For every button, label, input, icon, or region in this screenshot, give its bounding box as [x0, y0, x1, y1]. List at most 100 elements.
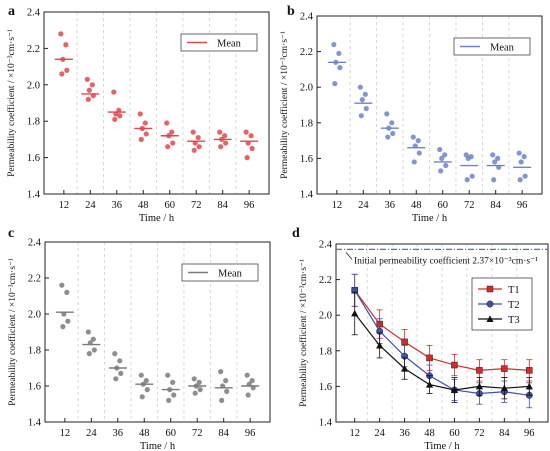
x-tick-label: 48: [139, 428, 150, 439]
data-point: [219, 136, 225, 142]
data-point: [112, 351, 118, 357]
x-tick-label: 96: [245, 428, 256, 439]
data-point: [400, 365, 409, 372]
legend-label: T3: [508, 315, 520, 326]
data-point: [243, 129, 249, 135]
x-axis-title: Time / h: [412, 213, 448, 224]
y-tick-label: 1.4: [27, 190, 41, 201]
y-tick-label: 1.4: [28, 418, 42, 429]
x-tick-label: 84: [490, 200, 501, 211]
legend-box: [453, 37, 531, 56]
y-axis-title: Permeability coefficient / ×10⁻³cm·s⁻¹: [7, 258, 18, 406]
data-point: [492, 159, 498, 165]
data-point: [91, 347, 97, 353]
data-point: [516, 150, 522, 156]
data-point: [437, 146, 443, 153]
data-point: [332, 81, 338, 87]
x-tick-label: 24: [358, 200, 369, 211]
legend-label: T2: [508, 300, 520, 311]
data-point: [65, 318, 71, 324]
data-point: [58, 31, 64, 37]
legend-marker: [486, 300, 494, 308]
x-tick-label: 72: [192, 428, 203, 439]
data-point: [219, 397, 225, 403]
x-tick-label: 84: [218, 428, 229, 439]
data-point: [60, 324, 66, 330]
data-point: [142, 120, 148, 126]
data-point: [491, 177, 497, 183]
data-point: [496, 164, 502, 170]
data-point: [426, 354, 433, 362]
data-point: [521, 154, 527, 160]
data-point: [246, 381, 252, 387]
y-tick-label: 1.6: [300, 154, 313, 165]
data-point: [59, 282, 65, 288]
reference-arrow: [345, 252, 353, 260]
data-point: [166, 397, 172, 403]
x-tick-label: 36: [385, 200, 396, 211]
data-point: [90, 336, 96, 342]
data-point: [501, 365, 508, 372]
y-tick-label: 2.0: [319, 311, 332, 322]
series-line: [354, 289, 530, 396]
data-point: [217, 129, 223, 135]
panel-b: 1.4 1.6 1.8 2.0 2.2 2.4 12 24 36 48 60 72 84 96 Time /…: [279, 4, 543, 224]
legend-label: T1: [508, 285, 520, 296]
x-tick-label: 72: [474, 428, 485, 439]
panel-c: 1.4 1.6 1.8 2.0 2.2 2.4 12 24 36 48 60 72 84 96 Time /…: [7, 226, 271, 451]
legend-label: Mean: [217, 39, 242, 50]
x-tick-label: 36: [112, 200, 123, 211]
legend-marker: [486, 285, 494, 293]
data-point: [439, 155, 445, 161]
data-point: [465, 155, 471, 161]
data-point: [63, 42, 69, 48]
series-line: [354, 313, 530, 391]
data-point: [476, 367, 483, 374]
data-point: [495, 155, 501, 161]
y-tick-label: 2.4: [28, 238, 42, 249]
data-point: [359, 97, 365, 103]
data-point: [376, 341, 384, 349]
data-point: [61, 311, 67, 317]
x-tick-label: 24: [85, 200, 96, 211]
data-point: [114, 365, 120, 371]
x-tick-label: 84: [499, 428, 510, 439]
reference-line-label: Initial permeability coefficient 2.37×10…: [354, 255, 538, 266]
y-tick-label: 1.8: [28, 346, 41, 357]
data-point: [85, 329, 91, 335]
data-point: [224, 388, 230, 394]
data-point: [117, 358, 123, 364]
panel-a: 1.4 1.6 1.8 2.0 2.2 2.4 12 24 36 48 60 72 84 96 Time /…: [6, 4, 270, 224]
data-point: [443, 162, 449, 169]
data-point: [218, 369, 224, 375]
data-point: [425, 381, 434, 388]
data-point: [401, 338, 408, 346]
data-point: [197, 387, 203, 393]
x-axis-title: Time / h: [139, 213, 175, 224]
data-point: [244, 372, 250, 378]
data-point: [248, 133, 254, 139]
x-tick-label: 60: [165, 428, 176, 439]
y-tick-label: 1.4: [300, 190, 314, 201]
y-tick-label: 1.8: [319, 346, 332, 357]
data-point: [390, 130, 396, 137]
x-tick-label: 48: [138, 200, 149, 211]
data-point: [84, 76, 90, 82]
data-point: [464, 177, 470, 183]
data-point: [249, 378, 255, 384]
x-tick-label: 12: [59, 200, 70, 211]
data-point: [190, 129, 196, 135]
data-point: [113, 376, 119, 382]
data-point: [85, 96, 91, 102]
x-tick-label: 48: [411, 200, 422, 211]
legend-marker: [486, 315, 494, 322]
panel-label: d: [292, 226, 300, 241]
plot-frame: [43, 11, 270, 195]
data-point: [451, 361, 458, 369]
data-point: [245, 140, 251, 146]
x-tick-label: 24: [374, 428, 385, 439]
data-point: [138, 372, 144, 378]
data-point: [522, 173, 528, 179]
y-axis-title: Permeability coefficient / ×10⁻³cm·s⁻¹: [298, 259, 309, 407]
x-tick-label: 60: [449, 428, 460, 439]
